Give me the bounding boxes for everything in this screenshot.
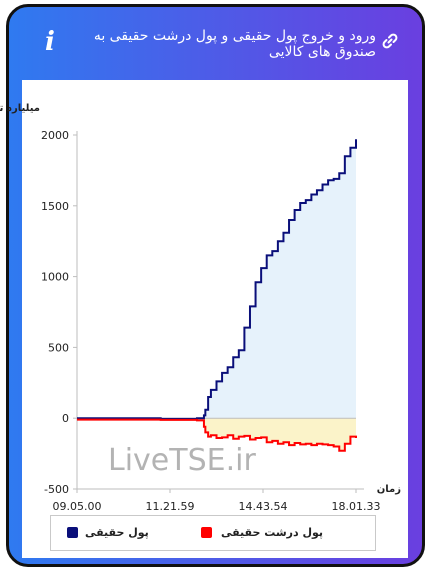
legend-swatch-big-real: [201, 527, 212, 538]
series-line-big-real: [77, 418, 357, 452]
y-tick-label: -500: [44, 483, 69, 496]
y-tick-label: 0: [62, 412, 69, 425]
plot-area: -500 0 500 1000 1500 2000 09.05.00 11.21.59 14.4…: [41, 129, 380, 513]
y-tick-label: 2000: [41, 129, 69, 142]
y-axis-label: میلیارد تومان: [0, 103, 40, 114]
legend: پول حقیقی پول درشت حقیقی: [50, 515, 376, 551]
watermark-text: LiveTSE.ir: [108, 443, 256, 478]
card-title: ورود و خروج پول حقیقی و پول درشت حقیقی ب…: [93, 28, 376, 60]
x-tick-label: 18.01.33: [332, 500, 381, 513]
link-icon[interactable]: [380, 31, 400, 51]
series-line-real: [77, 139, 357, 420]
x-axis-label: زمان: [377, 484, 401, 495]
card-header: i ورود و خروج پول حقیقی و پول درشت حقیقی…: [9, 7, 422, 77]
legend-label-real: پول حقیقی: [85, 526, 149, 539]
y-tick-label: 1000: [41, 271, 69, 284]
x-tick-label: 11.21.59: [146, 500, 195, 513]
legend-swatch-real: [67, 527, 78, 538]
area-real: [77, 139, 356, 419]
x-tick-label: 09.05.00: [53, 500, 102, 513]
legend-label-big-real: پول درشت حقیقی: [221, 526, 324, 539]
y-tick-label: 1500: [41, 200, 69, 213]
info-icon[interactable]: i: [45, 27, 55, 57]
x-tick-label: 14.43.54: [239, 500, 288, 513]
y-tick-label: 500: [48, 341, 69, 354]
